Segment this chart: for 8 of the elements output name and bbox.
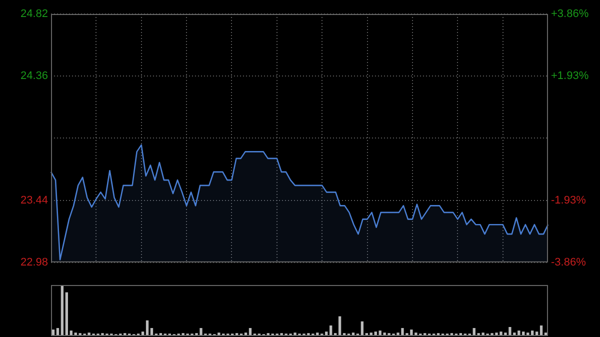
y2-tick-label: -3.86%	[551, 256, 586, 268]
y2-tick-label: +1.93%	[551, 70, 589, 82]
y-tick-label: 24.36	[20, 70, 48, 82]
y-tick-label: 24.82	[20, 8, 48, 20]
y2-tick-label: -1.93%	[551, 194, 586, 206]
y-tick-label: 23.44	[20, 194, 48, 206]
y-tick-label: 22.98	[20, 256, 48, 268]
y2-tick-label: +3.86%	[551, 8, 589, 20]
